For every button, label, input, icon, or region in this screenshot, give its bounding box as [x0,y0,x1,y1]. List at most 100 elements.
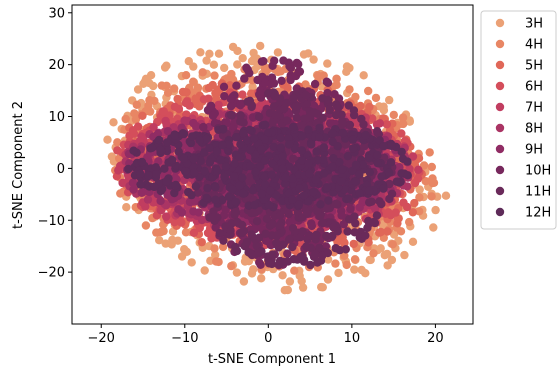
point [254,248,263,258]
point [415,207,424,216]
point [181,228,191,237]
point [286,63,296,73]
point [180,245,189,254]
point [337,211,346,220]
point [365,255,374,265]
point [180,116,189,125]
point [114,166,123,175]
point [276,133,285,143]
point [303,209,312,218]
point [138,111,147,121]
point [270,92,279,101]
point [197,238,206,247]
point [205,213,214,222]
point [318,283,327,292]
point [322,204,331,213]
point [260,180,270,189]
point [351,92,360,102]
point [328,231,337,241]
point [324,196,333,205]
point [415,185,424,194]
point [159,107,168,116]
point [268,250,277,259]
point [301,91,310,100]
point [156,227,165,237]
point [374,129,383,139]
point [350,255,360,264]
point [355,203,364,212]
point [200,266,209,275]
point [387,189,397,198]
point [431,205,440,215]
point [369,249,378,258]
point [167,195,177,204]
point [372,120,382,129]
point [295,67,305,76]
point [162,81,171,91]
point [132,100,141,110]
point [323,275,333,284]
point [331,244,340,253]
point [194,208,203,217]
point [343,227,352,236]
point [367,197,376,206]
point [170,218,179,227]
point [233,46,242,56]
point [226,102,236,111]
point [377,199,386,209]
point [208,111,218,120]
point [209,60,219,69]
point [252,217,262,226]
point [247,230,256,239]
point [156,196,165,206]
point [319,143,329,152]
point [298,283,308,292]
point [212,88,221,97]
point [233,60,242,69]
point [333,103,343,113]
point [382,249,392,259]
point [217,195,227,205]
point [348,166,357,176]
point [397,169,406,178]
point [187,258,196,267]
point [273,48,283,57]
point [428,174,437,183]
point [397,147,406,157]
point [339,219,348,229]
point [150,96,159,106]
point [304,113,313,122]
point [323,59,332,68]
point [227,261,236,271]
point [323,78,333,88]
point [247,250,257,260]
point [298,227,307,236]
point [237,228,246,238]
point [372,211,382,220]
point [315,243,324,253]
point [296,252,305,262]
point [289,93,298,103]
point [345,63,354,73]
point [389,110,398,120]
point [160,164,169,173]
point [215,229,224,238]
point [204,83,214,93]
point [311,249,320,259]
point [312,230,321,239]
point [331,259,340,268]
point [278,271,287,280]
point [368,114,377,123]
point [198,68,207,77]
point [232,81,241,90]
point [163,88,173,98]
point [236,117,245,126]
point [307,221,316,231]
point [425,148,434,157]
point [273,67,283,77]
point [210,244,219,253]
point [196,48,205,57]
point [283,257,293,266]
point [210,71,219,80]
point [344,101,353,110]
